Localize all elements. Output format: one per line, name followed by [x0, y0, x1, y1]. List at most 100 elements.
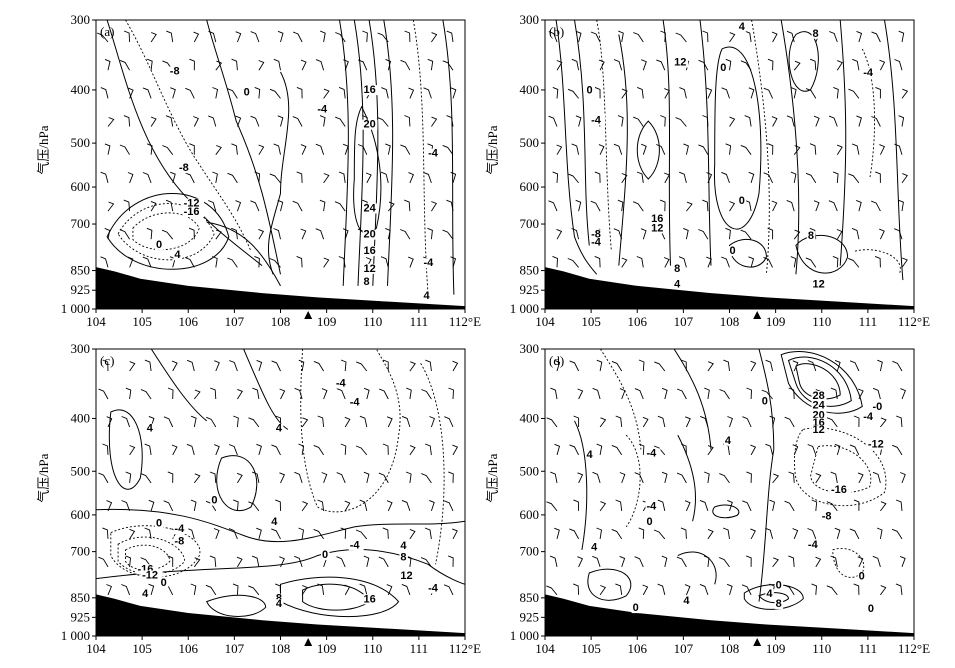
contour-line	[751, 20, 770, 275]
wind-barb	[340, 443, 347, 455]
wind-barb	[317, 415, 325, 428]
wind-barb	[848, 88, 860, 99]
wind-barb	[636, 171, 644, 183]
wind-barb	[548, 200, 558, 212]
wind-barb	[344, 584, 351, 596]
wind-barb	[359, 415, 368, 428]
contour-label-bg	[585, 450, 595, 461]
contour-label-bg	[774, 599, 784, 610]
wind-barb	[236, 556, 243, 568]
wind-barb	[444, 500, 454, 512]
contour-label: -8	[174, 535, 184, 547]
contour-label-bg	[673, 57, 689, 68]
wind-barb	[292, 200, 303, 212]
station-marker-icon	[304, 638, 313, 646]
x-tick-label: 112°E	[898, 314, 930, 329]
wind-barb	[615, 499, 623, 511]
wind-barb	[746, 555, 752, 567]
wind-barb	[748, 256, 755, 268]
wind-barb	[252, 387, 260, 400]
wind-barb	[719, 473, 730, 484]
contour-label: 0	[859, 571, 865, 583]
wind-barb	[355, 529, 368, 540]
y-tick-label: 1 000	[510, 301, 539, 316]
contour-label: -4	[591, 236, 602, 248]
x-tick-label: 111	[859, 641, 878, 656]
contour-label-bg	[857, 571, 867, 582]
contour-label-bg	[811, 417, 827, 428]
x-tick-label: 106	[179, 641, 199, 656]
wind-barb	[210, 387, 217, 400]
wind-barb	[594, 255, 601, 268]
wind-barb	[214, 444, 220, 456]
contour-label-bg	[362, 119, 378, 130]
wind-barb	[642, 416, 649, 428]
wind-barb	[826, 417, 838, 428]
wind-barb	[879, 228, 885, 240]
wind-barb	[742, 416, 752, 428]
y-tick-label: 700	[520, 216, 540, 231]
wind-barb	[127, 172, 134, 184]
wind-barb	[298, 359, 305, 372]
wind-barb	[313, 360, 324, 372]
wind-barb	[792, 528, 799, 540]
wind-barb	[898, 199, 904, 212]
wind-barb	[678, 256, 687, 268]
x-tick-label: 104	[535, 641, 555, 656]
wind-barb	[271, 360, 281, 372]
contour-label: -12	[184, 198, 200, 210]
contour-label-bg	[422, 290, 431, 301]
wind-barb	[594, 171, 601, 183]
wind-barb	[385, 58, 392, 71]
wind-barb	[378, 556, 389, 568]
wind-barb	[227, 257, 238, 268]
wind-barb	[408, 172, 414, 184]
wind-barb	[165, 115, 174, 127]
y-tick-label: 850	[520, 263, 540, 278]
wind-barb	[811, 583, 817, 595]
contour-line	[861, 48, 876, 180]
wind-barb	[404, 115, 411, 127]
wind-barb	[807, 444, 817, 456]
contour-line	[788, 31, 819, 92]
wind-barb	[193, 31, 200, 43]
wind-barb	[632, 201, 644, 212]
y-tick-label: 300	[71, 341, 91, 356]
wind-barb	[793, 60, 801, 71]
wind-barb	[273, 228, 281, 240]
wind-barb	[896, 415, 903, 428]
wind-barb	[102, 359, 109, 372]
wind-barb	[228, 528, 238, 540]
wind-barb	[661, 471, 668, 484]
wind-barb	[236, 472, 243, 484]
contour-label-bg	[362, 246, 378, 257]
contour-label: -4	[350, 396, 361, 408]
wind-barb	[170, 171, 176, 184]
wind-barb	[746, 471, 752, 483]
wind-barb	[809, 227, 817, 240]
wind-barb	[853, 415, 860, 428]
wind-barb	[209, 471, 217, 483]
wind-barb	[556, 228, 563, 240]
wind-barb	[233, 499, 239, 511]
wind-barb	[387, 201, 395, 212]
x-tick-label: 104	[86, 641, 106, 656]
wind-barb	[452, 444, 459, 456]
y-tick-label: 300	[520, 12, 540, 27]
wind-barb	[729, 201, 736, 212]
wind-barb	[619, 472, 626, 484]
wind-barb	[698, 144, 709, 155]
wind-barb	[546, 501, 558, 512]
wind-barb	[421, 389, 432, 400]
wind-barb	[571, 58, 580, 71]
wind-barb	[425, 359, 432, 372]
wind-barb	[189, 143, 195, 155]
wind-barb	[809, 143, 817, 155]
contour-label-bg	[760, 396, 770, 407]
wind-barb	[637, 86, 644, 99]
wind-barb	[805, 88, 817, 99]
wind-barb	[577, 388, 584, 400]
y-tick-label: 300	[71, 12, 91, 27]
